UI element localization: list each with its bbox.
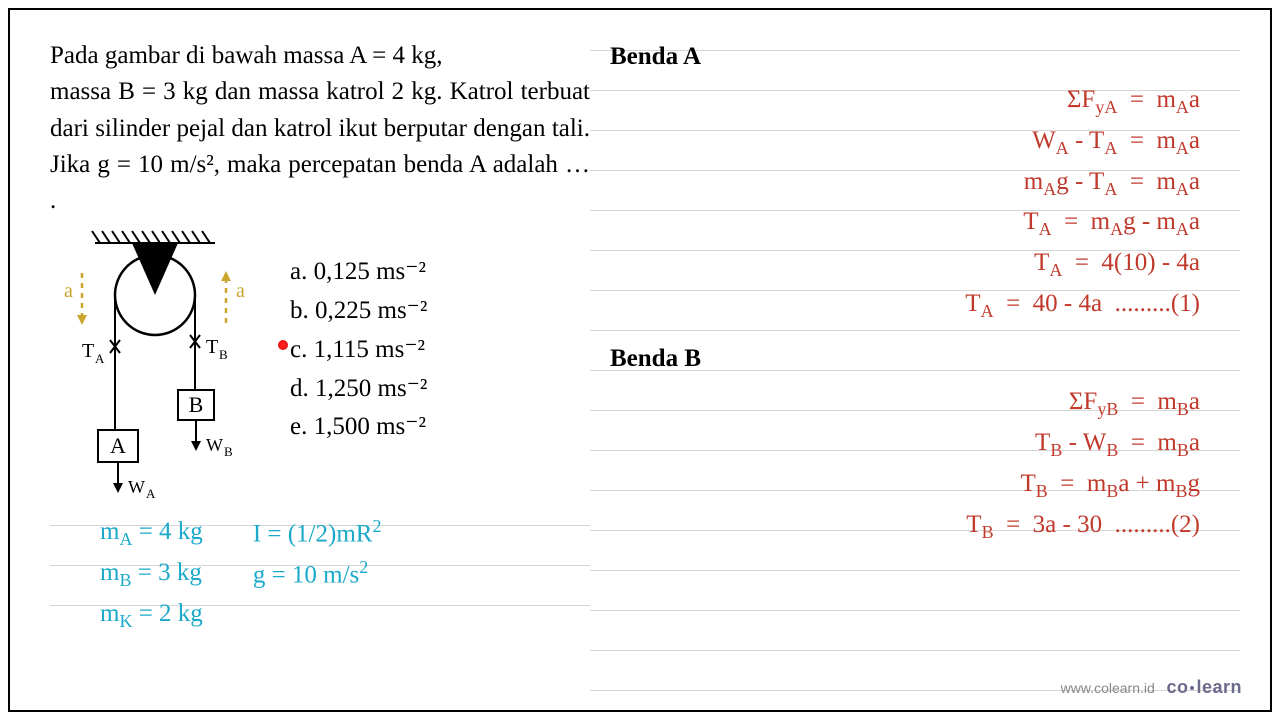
footer-url: www.colearn.id xyxy=(1061,680,1155,696)
problem-text: Pada gambar di bawah massa A = 4 kg, mas… xyxy=(50,38,590,219)
svg-text:A: A xyxy=(95,351,105,366)
svg-text:a: a xyxy=(236,280,245,302)
eqA2: WA - TA = mAa xyxy=(610,122,1240,163)
problem-line1: Pada gambar di bawah massa A = 4 kg, xyxy=(50,42,443,69)
svg-text:T: T xyxy=(82,340,94,362)
svg-text:W: W xyxy=(206,435,223,455)
option-e: e. 1,500 ms⁻² xyxy=(290,408,427,447)
svg-text:A: A xyxy=(110,433,126,458)
option-d: d. 1,250 ms⁻² xyxy=(290,370,427,409)
benda-b-block: Benda B ΣFyB = mBa TB - WB = mBa TB = mB… xyxy=(610,340,1240,546)
eqA4: TA = mAg - mAa xyxy=(610,203,1240,244)
svg-text:W: W xyxy=(128,477,145,497)
svg-text:A: A xyxy=(146,486,156,501)
benda-b-title: Benda B xyxy=(610,340,1240,379)
eqA1: ΣFyA = mAa xyxy=(610,81,1240,122)
two-column-layout: Pada gambar di bawah massa A = 4 kg, mas… xyxy=(50,38,1240,700)
laser-pointer-icon xyxy=(278,340,288,350)
svg-text:T: T xyxy=(206,336,218,358)
eqA5: TA = 4(10) - 4a xyxy=(610,244,1240,285)
given-mA: mA = 4 kg xyxy=(100,513,203,554)
problem-line2: massa B = 3 kg dan massa katrol 2 kg. Ka… xyxy=(50,78,590,214)
given-mK: mK = 2 kg xyxy=(100,595,203,636)
benda-a-title: Benda A xyxy=(610,38,1240,77)
right-column-workings: Benda A ΣFyA = mAa WA - TA = mAa mAg - T… xyxy=(590,38,1240,700)
eqA6: TA = 40 - 4a .........(1) xyxy=(610,285,1240,326)
svg-text:a: a xyxy=(64,280,73,302)
pulley-diagram: A B W A W B xyxy=(50,225,290,505)
footer-brand: www.colearn.id colearn xyxy=(1061,677,1242,698)
eqA3: mAg - TA = mAa xyxy=(610,163,1240,204)
eqB3: TB = mBa + mBg xyxy=(610,465,1240,506)
eqB1: ΣFyB = mBa xyxy=(610,383,1240,424)
diagram-svg: A B W A W B xyxy=(40,225,280,505)
svg-text:B: B xyxy=(219,347,228,362)
svg-text:B: B xyxy=(224,444,233,459)
diagram-and-options-row: A B W A W B xyxy=(50,225,590,505)
benda-a-block: Benda A ΣFyA = mAa WA - TA = mAa mAg - T… xyxy=(610,38,1240,326)
given-values: mA = 4 kg mB = 3 kg mK = 2 kg I = (1/2)m… xyxy=(50,513,590,636)
brand-logo: colearn xyxy=(1166,677,1242,697)
given-g: g = 10 m/s2 xyxy=(253,554,382,595)
eqB2: TB - WB = mBa xyxy=(610,424,1240,465)
option-b: b. 0,225 ms⁻² xyxy=(290,292,427,331)
slide-frame: Pada gambar di bawah massa A = 4 kg, mas… xyxy=(8,8,1272,712)
answer-options: a. 0,125 ms⁻² b. 0,225 ms⁻² c. 1,115 ms⁻… xyxy=(290,225,427,505)
given-mB: mB = 3 kg xyxy=(100,554,203,595)
given-I: I = (1/2)mR2 xyxy=(253,513,382,554)
eqB4: TB = 3a - 30 .........(2) xyxy=(610,506,1240,547)
option-c: c. 1,115 ms⁻² xyxy=(290,331,427,370)
left-column: Pada gambar di bawah massa A = 4 kg, mas… xyxy=(50,38,590,700)
option-a: a. 0,125 ms⁻² xyxy=(290,253,427,292)
svg-text:B: B xyxy=(189,392,204,417)
